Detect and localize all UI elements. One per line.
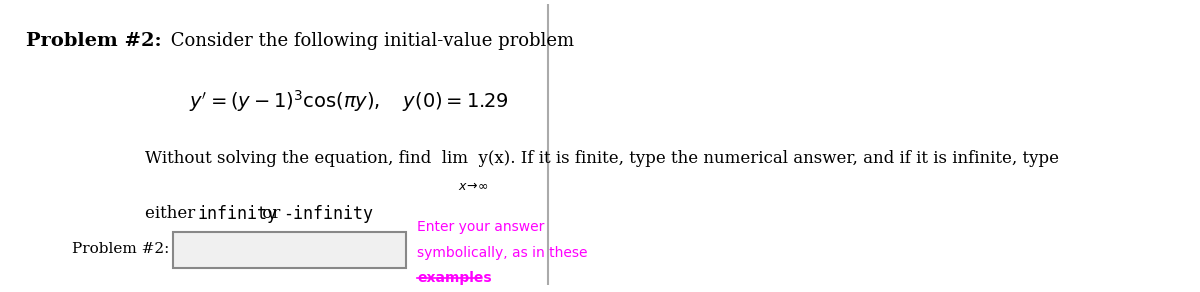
Text: Without solving the equation, find  lim  y(x). If it is finite, type the numeric: Without solving the equation, find lim y… (145, 150, 1060, 167)
Text: either: either (145, 205, 200, 222)
Text: -infinity: -infinity (283, 205, 373, 223)
Text: or: or (257, 205, 286, 222)
Text: Enter your answer: Enter your answer (418, 220, 545, 234)
Text: Problem #2:: Problem #2: (72, 241, 169, 256)
Text: examples: examples (418, 271, 492, 285)
Text: Problem #2:: Problem #2: (26, 32, 162, 50)
Text: Consider the following initial-value problem: Consider the following initial-value pro… (166, 32, 574, 50)
Text: $x\!\rightarrow\!\infty$: $x\!\rightarrow\!\infty$ (458, 180, 488, 193)
Text: infinity: infinity (198, 205, 277, 223)
Text: symbolically, as in these: symbolically, as in these (418, 246, 588, 260)
FancyBboxPatch shape (173, 232, 407, 268)
Text: $y' = (y-1)^3\cos(\pi y), \quad y(0) = 1.29$: $y' = (y-1)^3\cos(\pi y), \quad y(0) = 1… (188, 88, 509, 114)
